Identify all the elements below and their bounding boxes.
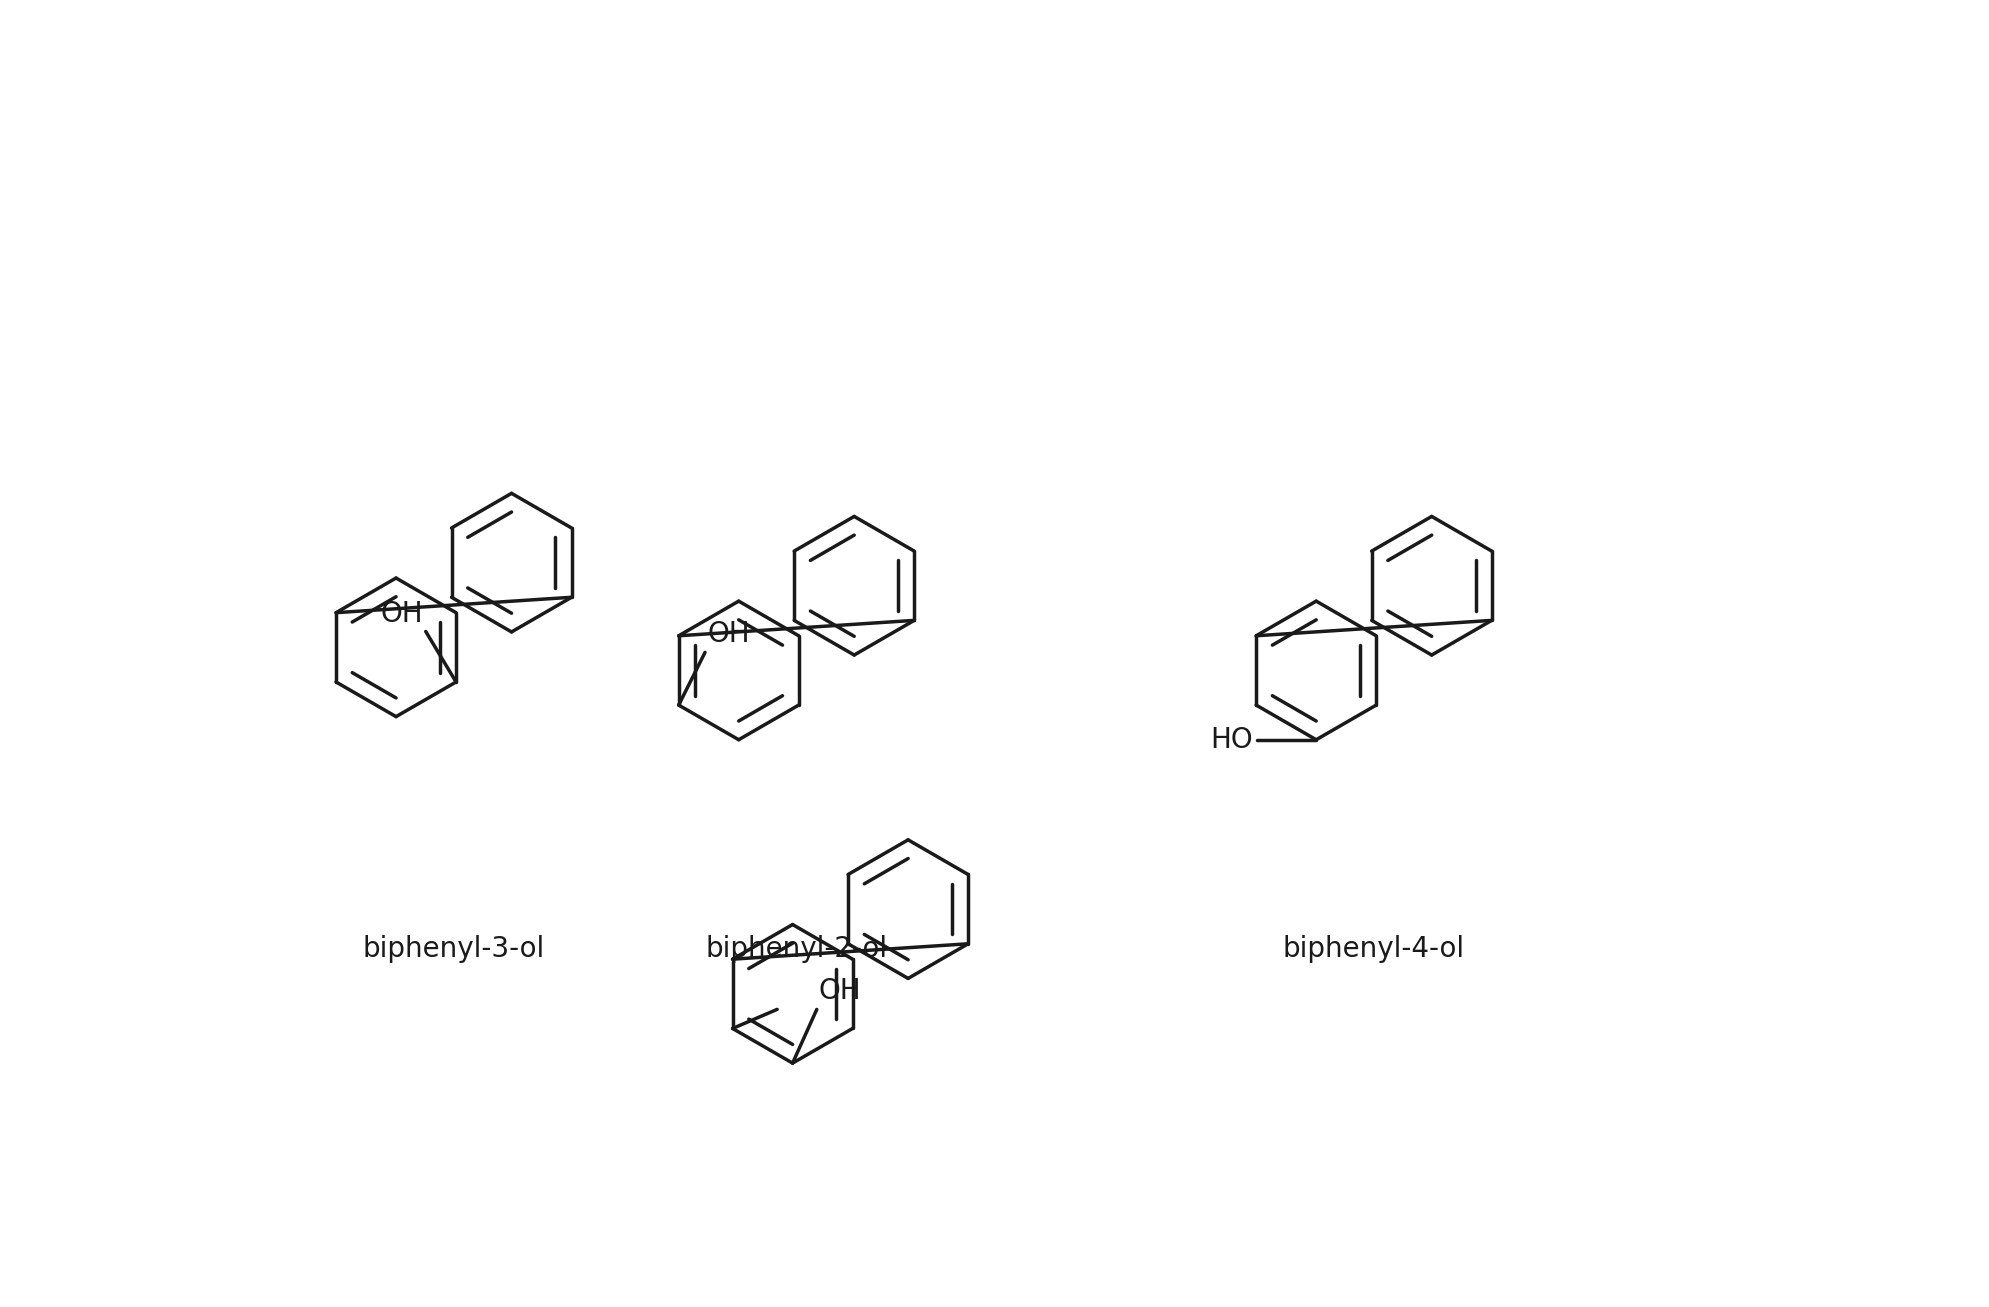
Text: OH: OH <box>819 978 861 1005</box>
Text: biphenyl-2-ol: biphenyl-2-ol <box>706 935 887 962</box>
Text: biphenyl-4-ol: biphenyl-4-ol <box>1283 935 1466 962</box>
Text: biphenyl-3-ol: biphenyl-3-ol <box>362 935 545 962</box>
Text: OH: OH <box>380 600 424 627</box>
Text: HO: HO <box>1209 725 1253 754</box>
Text: OH: OH <box>708 621 750 648</box>
